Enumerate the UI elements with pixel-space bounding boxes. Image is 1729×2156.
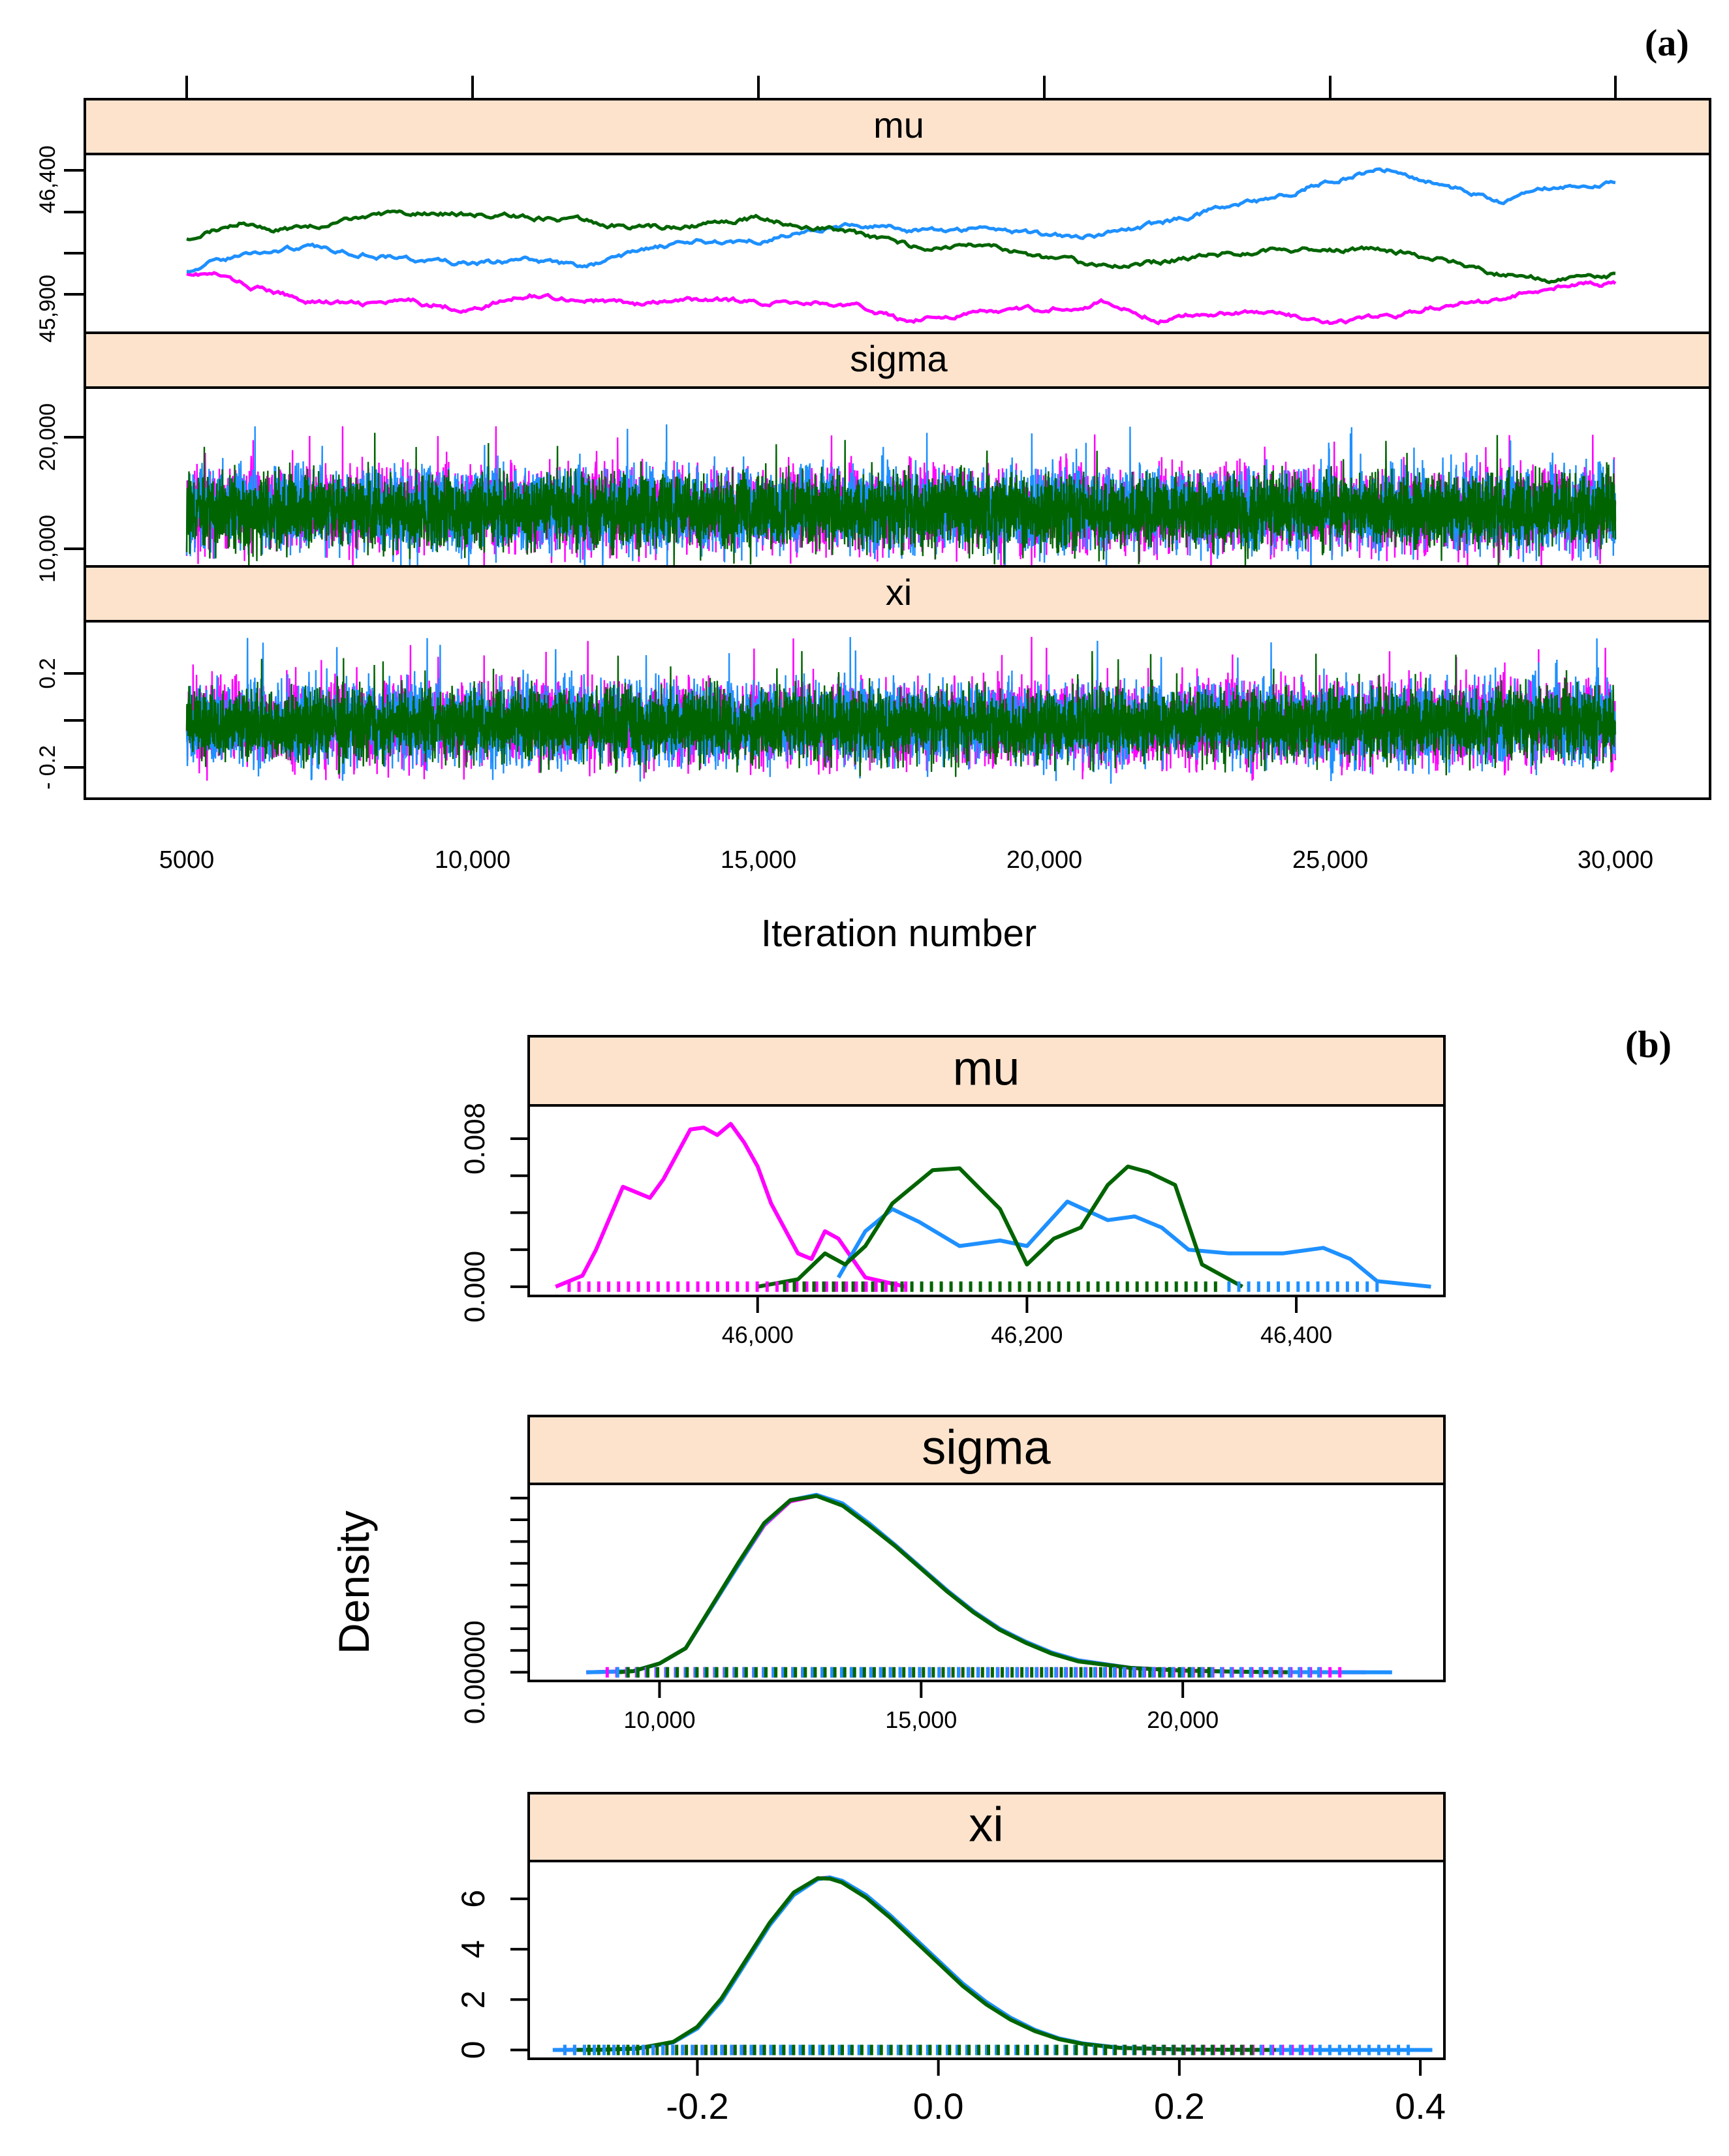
x-tick-label: 5000 — [159, 846, 215, 874]
y-tick-label: 6 — [455, 1890, 491, 1908]
x-tick-label: 0.4 — [1395, 2086, 1446, 2127]
y-tick-label-mu-1: 46,400 — [35, 146, 60, 213]
density-mu-frame — [527, 1104, 1446, 1297]
y-tick-label: 0 — [455, 2041, 491, 2059]
trace-mu-series-0 — [186, 271, 1617, 326]
rug-mu-0 — [567, 1281, 908, 1292]
density-xi-series-0 — [552, 1875, 1421, 2052]
panel-b-label: (b) — [1625, 1023, 1672, 1066]
x-tick-label: 46,400 — [1260, 1321, 1332, 1348]
density-strip-mu-label: mu — [953, 1041, 1020, 1096]
rug-mu-2 — [1227, 1281, 1379, 1292]
rug-xi-2 — [587, 2044, 1254, 2056]
strip-mu-label: mu — [873, 104, 924, 146]
x-axis-title: Iteration number — [761, 912, 1036, 955]
y-tick-label-sigma-1: 20,000 — [35, 403, 60, 471]
density-mu-lines: 46,000 46,200 46,400 0.000 0.008 — [459, 1103, 1431, 1348]
strip-mu — [84, 98, 1711, 155]
density-strip-mu — [527, 1035, 1446, 1107]
y-tick-label-xi-1: 0.2 — [35, 658, 60, 688]
density-strip-xi — [527, 1792, 1446, 1862]
density-strip-sigma-label: sigma — [922, 1421, 1051, 1475]
x-tick-label: 10,000 — [623, 1706, 695, 1733]
density-xi-series-2 — [576, 1876, 1276, 2052]
density-sigma-frame — [527, 1483, 1446, 1682]
density-panel: Density mu 46,000 46,200 46,4000.0000.008 … — [330, 1035, 1446, 2127]
x-tick-label: 46,000 — [722, 1321, 794, 1348]
density-strip-xi-label: xi — [969, 1798, 1003, 1852]
x-tick-label: 15,000 — [885, 1706, 957, 1733]
rug-mu-1 — [783, 1281, 1217, 1292]
density-mu-series-0 — [555, 1122, 907, 1289]
strip-xi-label: xi — [886, 572, 912, 613]
x-tick-label: 25,000 — [1292, 846, 1368, 874]
trace-mu-series-1 — [186, 167, 1616, 273]
x-tick-label: -0.2 — [666, 2086, 729, 2127]
y-tick-label: 0.008 — [459, 1103, 491, 1175]
y-tick-label-xi-0: - 0.2 — [35, 745, 60, 790]
trace-panel: mu 45,900 46,400 sigma 10,000 20,000 xi … — [35, 76, 1711, 955]
trace-xi-lines — [185, 636, 1617, 784]
rug-sigma-2 — [626, 1667, 1211, 1678]
y-tick-label: 4 — [455, 1940, 491, 1958]
y-axis-title: Density — [330, 1511, 378, 1654]
x-tick-label: 46,200 — [991, 1321, 1063, 1348]
trace-sigma-lines — [185, 424, 1617, 571]
y-tick-label-sigma-0: 10,000 — [35, 515, 60, 583]
strip-xi — [84, 565, 1711, 623]
y-tick-label: 2 — [455, 1990, 491, 2009]
density-sigma-lines: 10,000 15,000 20,000 0.00000 — [459, 1492, 1392, 1733]
trace-xi-series-2 — [185, 651, 1616, 777]
y-tick-label: 0.00000 — [459, 1620, 491, 1724]
strip-sigma — [84, 331, 1711, 389]
x-tick-label: 20,000 — [1006, 846, 1082, 874]
density-sigma-series-1 — [586, 1492, 1392, 1674]
density-strip-sigma — [527, 1415, 1446, 1485]
x-tick-label: 0.2 — [1154, 2086, 1205, 2127]
x-tick-label: 30,000 — [1578, 846, 1653, 874]
density-xi-frame — [527, 1860, 1446, 2060]
y-tick-label-mu-0: 45,900 — [35, 275, 60, 343]
density-mu-series-1 — [836, 1199, 1431, 1289]
density-xi-lines: -0.2 0.0 0.2 0.4 0 2 4 6 — [455, 1875, 1446, 2127]
y-tick-label: 0.000 — [459, 1251, 491, 1323]
strip-sigma-label: sigma — [850, 338, 948, 379]
density-sigma-series-2 — [617, 1494, 1288, 1674]
rug-xi-1 — [563, 2044, 1410, 2056]
trace-mu-series-2 — [186, 209, 1615, 285]
x-tick-label: 0.0 — [913, 2086, 964, 2127]
trace-xi-frame — [84, 620, 1711, 800]
trace-sigma-series-2 — [185, 433, 1617, 567]
x-tick-label: 20,000 — [1147, 1706, 1219, 1733]
x-tick-label: 15,000 — [721, 846, 796, 874]
density-xi-series-1 — [552, 1875, 1433, 2052]
trace-mu-lines — [186, 167, 1617, 326]
density-sigma-series-0 — [586, 1494, 1366, 1674]
panel-a-label: (a) — [1645, 22, 1689, 64]
x-tick-label: 10,000 — [435, 846, 510, 874]
density-mu-series-2 — [757, 1164, 1243, 1289]
